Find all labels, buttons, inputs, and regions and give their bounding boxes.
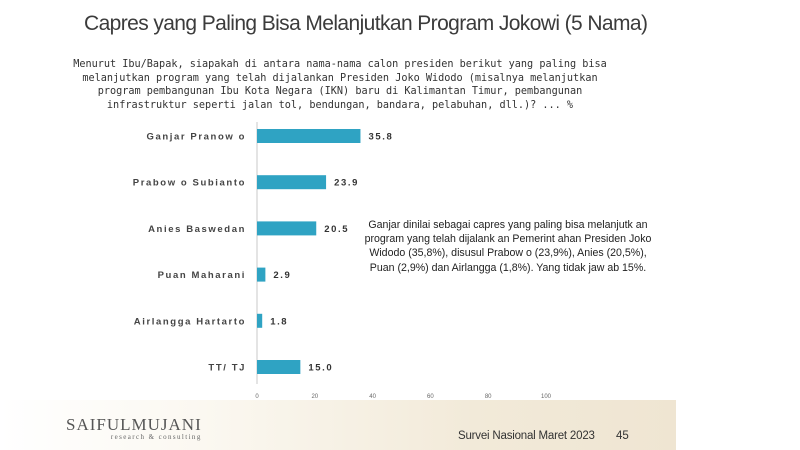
category-label: Puan Maharani [158,270,246,281]
chart-annotation: Ganjar dinilai sebagai capres yang palin… [364,219,652,274]
category-label: Prabow o Subianto [133,178,246,189]
x-tick-label: 100 [541,394,552,400]
bar [257,129,361,143]
bar [257,221,317,236]
data-label: 20.5 [324,224,349,235]
category-label: Airlangga Hartarto [134,316,246,327]
x-tick-label: 80 [485,394,492,400]
footer-band [0,400,676,450]
survey-name: Survei Nasional Maret 2023 [458,430,595,442]
data-label: 35.8 [368,132,393,143]
survey-question: Menurut Ibu/Bapak, siapakah di antara na… [73,59,607,111]
data-label: 1.8 [270,316,288,327]
company-logo: SAIFULMUJANI research & consulting [66,415,202,441]
x-tick-label: 0 [255,394,259,400]
page-number: 45 [616,430,629,442]
data-label: 2.9 [273,270,291,281]
bar [257,360,301,374]
data-label: 23.9 [334,178,359,189]
x-tick-label: 20 [311,394,318,400]
bar [257,175,327,190]
x-tick-label: 60 [427,394,434,400]
chart-title: Capres yang Paling Bisa Melanjutkan Prog… [84,12,648,35]
category-label: Anies Baswedan [148,224,246,235]
x-tick-label: 40 [369,394,376,400]
category-label: TT/ TJ [208,363,246,374]
bar [257,313,263,328]
logo-main-text: SAIFULMUJANI [66,415,202,434]
category-label: Ganjar Pranow o [147,132,247,143]
data-label: 15.0 [308,363,333,374]
logo-sub-text: research & consulting [110,433,202,441]
bar [257,267,266,282]
